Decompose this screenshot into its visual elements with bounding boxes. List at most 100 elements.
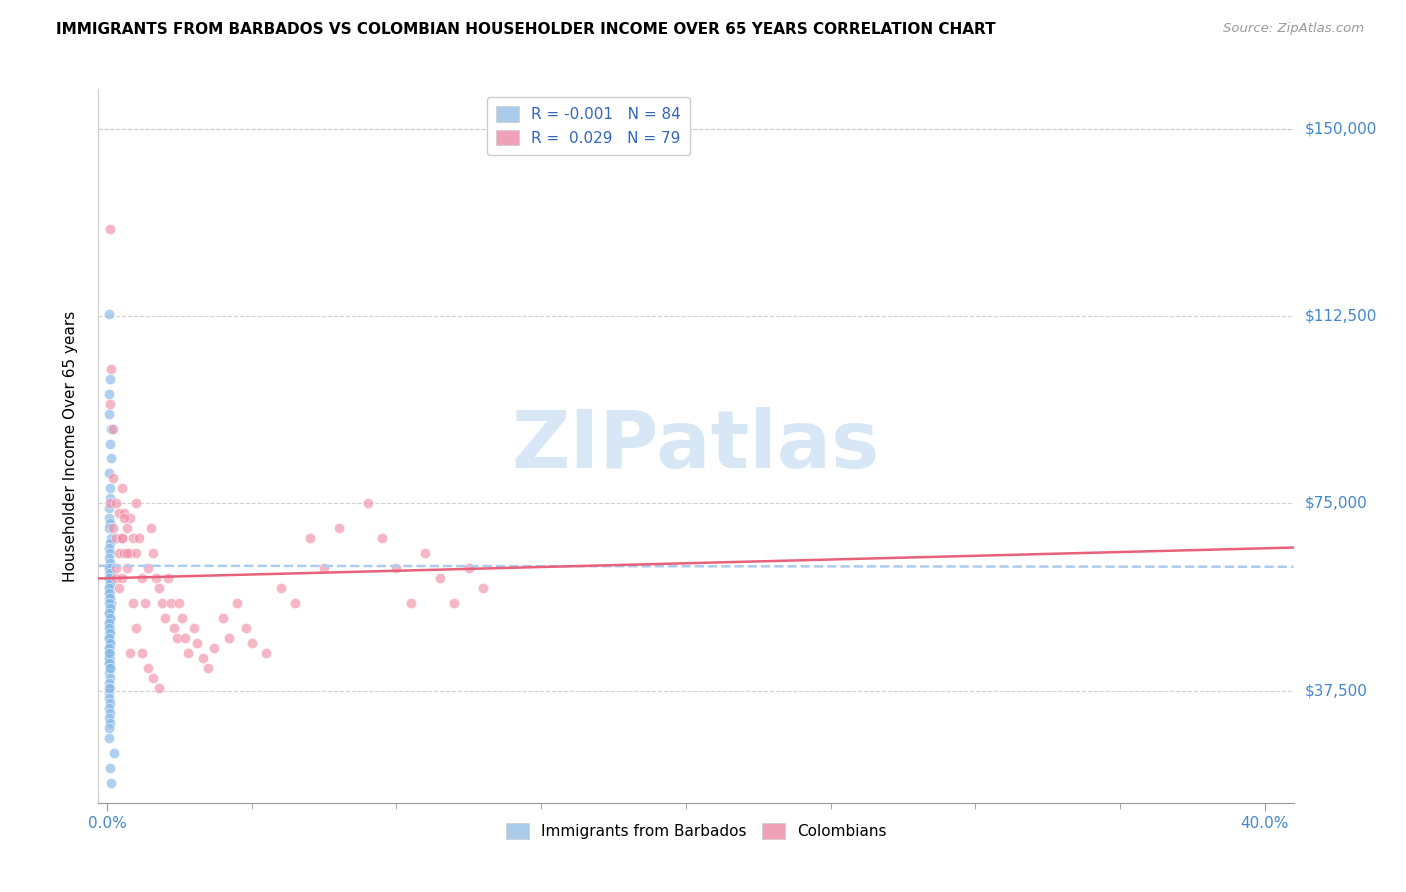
Point	[98, 656, 121, 670]
Point	[235, 621, 257, 635]
Point	[98, 681, 121, 695]
Point	[211, 611, 233, 625]
Point	[97, 407, 120, 421]
Point	[103, 746, 125, 760]
Point	[98, 621, 121, 635]
Point	[98, 646, 121, 660]
Point	[98, 496, 121, 510]
Point	[110, 482, 132, 496]
Point	[97, 616, 120, 631]
Point	[97, 651, 120, 665]
Point	[186, 636, 208, 650]
Point	[97, 676, 120, 690]
Point	[98, 601, 121, 615]
Point	[98, 731, 121, 745]
Point	[98, 396, 121, 410]
Point	[98, 576, 121, 591]
Point	[97, 646, 120, 660]
Point	[356, 496, 378, 510]
Point	[104, 571, 127, 585]
Point	[98, 606, 121, 620]
Point	[148, 681, 170, 695]
Point	[98, 586, 121, 600]
Point	[457, 561, 479, 575]
Point	[136, 661, 159, 675]
Point	[97, 651, 120, 665]
Point	[98, 696, 121, 710]
Point	[101, 471, 124, 485]
Point	[97, 616, 120, 631]
Point	[114, 511, 136, 525]
Point	[100, 776, 122, 790]
Point	[114, 507, 136, 521]
Text: Source: ZipAtlas.com: Source: ZipAtlas.com	[1223, 22, 1364, 36]
Point	[98, 661, 121, 675]
Point	[98, 621, 121, 635]
Point	[117, 546, 139, 560]
Point	[399, 596, 422, 610]
Point	[100, 361, 122, 376]
Point	[98, 576, 121, 591]
Point	[472, 581, 495, 595]
Text: $150,000: $150,000	[1305, 121, 1376, 136]
Point	[107, 546, 129, 560]
Point	[100, 451, 122, 466]
Point	[172, 611, 194, 625]
Point	[97, 626, 120, 640]
Text: $37,500: $37,500	[1305, 683, 1368, 698]
Point	[284, 596, 307, 610]
Point	[98, 541, 121, 556]
Point	[98, 761, 121, 775]
Point	[98, 631, 121, 645]
Point	[98, 646, 121, 660]
Point	[120, 511, 142, 525]
Text: ZIPatlas: ZIPatlas	[512, 407, 880, 485]
Point	[97, 307, 120, 321]
Point	[240, 636, 263, 650]
Point	[98, 571, 121, 585]
Point	[314, 561, 336, 575]
Point	[98, 516, 121, 531]
Point	[142, 671, 165, 685]
Point	[98, 591, 121, 606]
Text: $75,000: $75,000	[1305, 496, 1368, 511]
Point	[202, 641, 225, 656]
Point	[371, 531, 394, 545]
Point	[136, 561, 159, 575]
Point	[148, 581, 170, 595]
Point	[98, 536, 121, 550]
Point	[120, 546, 142, 560]
Point	[98, 641, 121, 656]
Point	[122, 596, 145, 610]
Point	[98, 371, 121, 385]
Point	[218, 631, 240, 645]
Legend: Immigrants from Barbados, Colombians: Immigrants from Barbados, Colombians	[499, 817, 893, 845]
Point	[150, 596, 173, 610]
Point	[120, 646, 142, 660]
Point	[97, 641, 120, 656]
Point	[110, 571, 132, 585]
Y-axis label: Householder Income Over 65 years: Householder Income Over 65 years	[63, 310, 77, 582]
Point	[125, 546, 148, 560]
Point	[97, 581, 120, 595]
Point	[166, 631, 188, 645]
Point	[98, 691, 121, 706]
Point	[98, 611, 121, 625]
Point	[104, 531, 127, 545]
Point	[97, 681, 120, 695]
Point	[98, 482, 121, 496]
Text: IMMIGRANTS FROM BARBADOS VS COLOMBIAN HOUSEHOLDER INCOME OVER 65 YEARS CORRELATI: IMMIGRANTS FROM BARBADOS VS COLOMBIAN HO…	[56, 22, 995, 37]
Point	[98, 636, 121, 650]
Point	[107, 507, 129, 521]
Point	[429, 571, 451, 585]
Point	[98, 556, 121, 570]
Point	[98, 701, 121, 715]
Point	[125, 621, 148, 635]
Point	[97, 561, 120, 575]
Point	[100, 421, 122, 435]
Point	[122, 531, 145, 545]
Point	[169, 596, 191, 610]
Point	[97, 521, 120, 535]
Point	[97, 501, 120, 516]
Point	[107, 581, 129, 595]
